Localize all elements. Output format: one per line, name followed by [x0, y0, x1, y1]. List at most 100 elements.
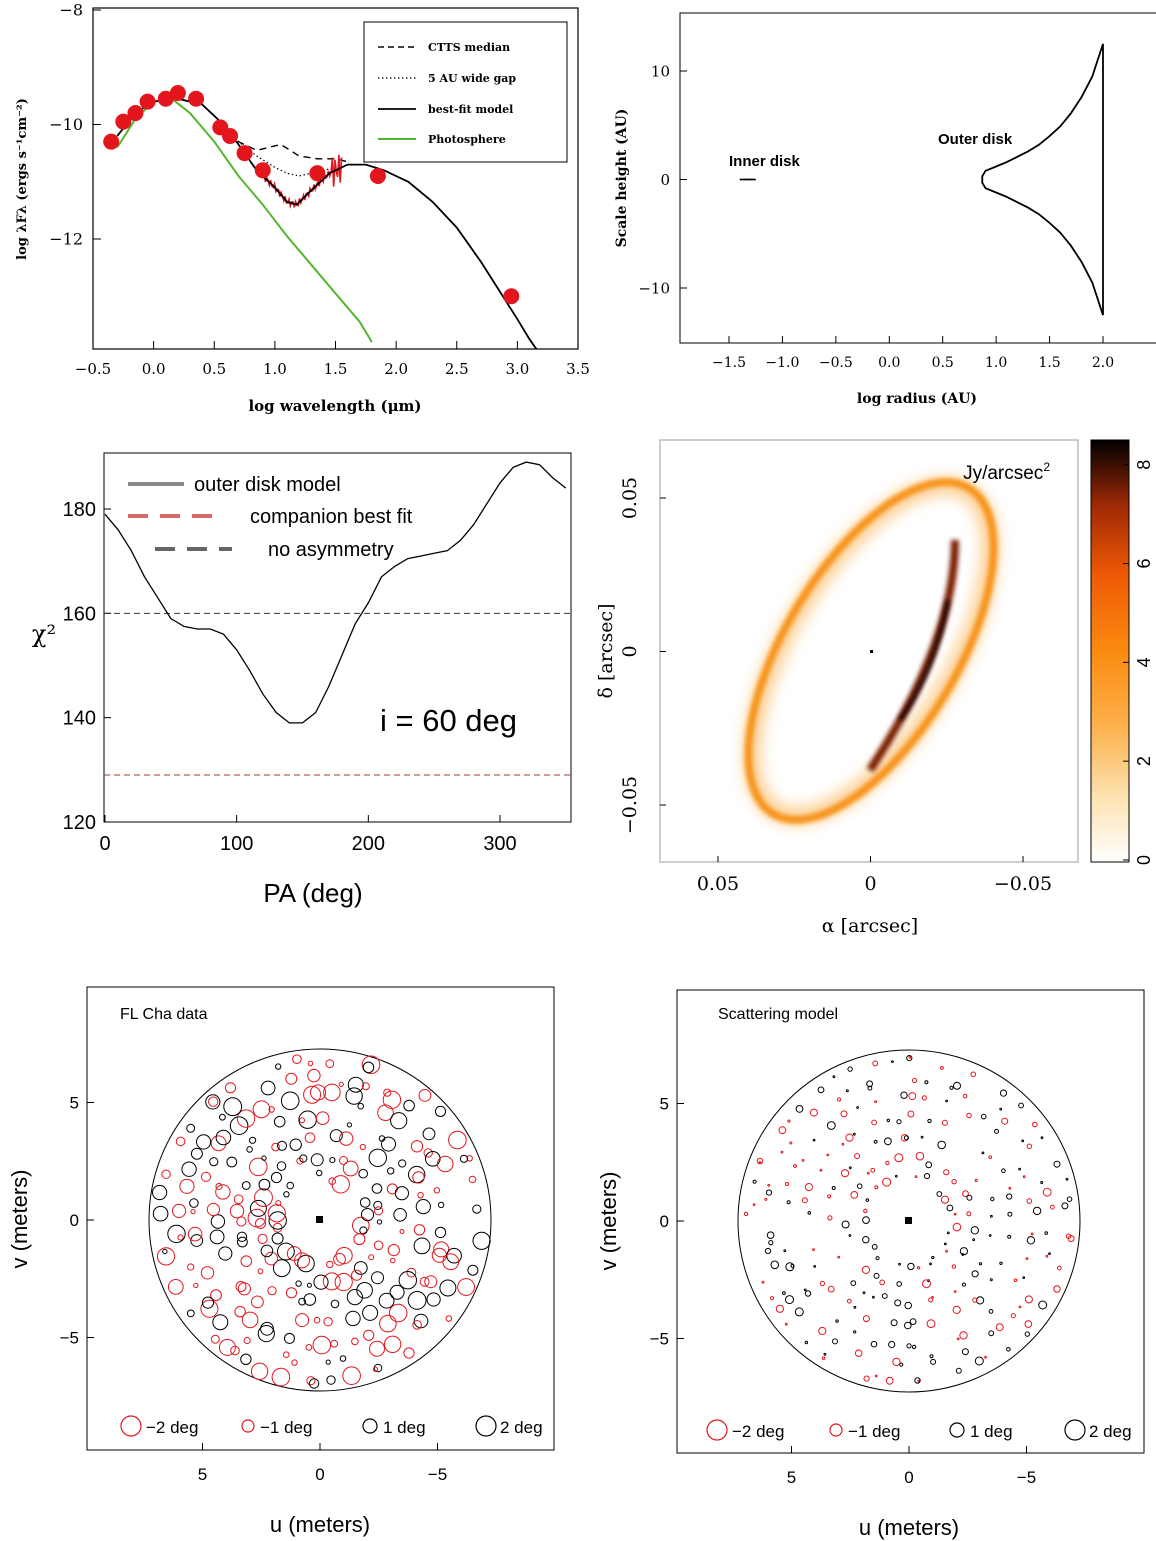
- uv-point: [862, 1216, 870, 1224]
- uv-point: [767, 1183, 771, 1187]
- uv-point: [210, 1214, 226, 1229]
- uv-point: [240, 1255, 253, 1267]
- uv-point: [423, 1148, 433, 1158]
- uv-point: [303, 1293, 317, 1306]
- uv-point: [247, 1208, 267, 1228]
- uv-point: [286, 1246, 302, 1261]
- uv-point: [881, 1293, 888, 1299]
- uv-point: [233, 1194, 244, 1205]
- uv-point: [329, 1157, 336, 1164]
- uv-point: [896, 1281, 903, 1287]
- disk-image-y-label: δ [arcsec]: [595, 604, 617, 699]
- uv-point: [863, 1375, 870, 1382]
- sh-y-tick-label: −10: [638, 279, 670, 297]
- uv-point: [766, 1231, 775, 1239]
- uv-point: [758, 1161, 762, 1164]
- uv-point: [260, 1080, 276, 1096]
- uv-point: [873, 1139, 878, 1144]
- uv-point: [1024, 1320, 1033, 1328]
- uv-point: [446, 1247, 462, 1264]
- chi2-y-label: χ²: [32, 620, 56, 648]
- uv-point: [785, 1182, 789, 1186]
- chi-y-tick-label: 160: [63, 603, 96, 625]
- uv-point: [307, 1068, 321, 1083]
- uv-point: [966, 1112, 972, 1119]
- uv-point: [381, 1136, 396, 1152]
- uv-point: [346, 1122, 352, 1128]
- uv-point: [873, 1272, 880, 1279]
- uv-point: [152, 1205, 169, 1222]
- uv-point: [226, 1156, 238, 1168]
- uv-point: [818, 1326, 827, 1336]
- uv-point: [323, 1083, 341, 1102]
- uv-point: [208, 1096, 219, 1107]
- uv-point: [448, 1130, 467, 1150]
- uv-point: [819, 1168, 823, 1172]
- uv-x-tick-label: −5: [428, 1465, 447, 1484]
- uv-point: [827, 1285, 835, 1293]
- uv-point: [1056, 1265, 1062, 1271]
- sed-photometry-point: [115, 113, 132, 130]
- uv-point: [862, 1291, 866, 1295]
- uv-point: [254, 1188, 273, 1207]
- uv-point: [832, 1338, 838, 1345]
- uv-point: [339, 1156, 348, 1165]
- sed-legend-gap: 5 AU wide gap: [428, 72, 516, 85]
- uv-point: [907, 1110, 915, 1118]
- uv-point: [292, 1054, 302, 1064]
- uv-point: [347, 1076, 364, 1093]
- uv-point: [298, 1297, 307, 1306]
- uv-point: [240, 1353, 252, 1366]
- uv-point: [888, 1340, 896, 1349]
- uv-point: [861, 1265, 871, 1275]
- uv-point: [827, 1215, 833, 1221]
- uv-point: [434, 1105, 447, 1118]
- uv-point: [1067, 1235, 1075, 1243]
- disk-image-panel: 0.05 0 −0.05 0.05 0 −0.05 Jy/arcsec2 α [arcs…: [595, 439, 1154, 937]
- uv-point: [389, 1257, 396, 1264]
- uv-model-panel: 5 0 −5 5 0 −5 Scattering model −2 deg −1 deg…: [596, 989, 1145, 1540]
- uv-point: [862, 1236, 870, 1244]
- uv-point: [961, 1348, 969, 1356]
- chi2-legend-companion: companion best fit: [250, 506, 413, 528]
- uv-point: [784, 1322, 788, 1326]
- uv-point: [342, 1366, 361, 1385]
- chi2-legend-no-asymmetry: no asymmetry: [268, 539, 394, 561]
- uv-point: [283, 1351, 290, 1358]
- sed-x-label: log wavelength (μm): [248, 397, 421, 415]
- uv-point: [785, 1295, 794, 1305]
- uv-point: [291, 1359, 298, 1366]
- uv-point: [845, 1133, 854, 1142]
- uv-point: [383, 1335, 402, 1354]
- outer-disk-outline: [981, 43, 1104, 316]
- uv-point: [906, 1343, 912, 1349]
- uv-point: [200, 1266, 215, 1280]
- uv-point: [271, 1367, 291, 1387]
- uv-point: [299, 1117, 305, 1124]
- uv-point: [346, 1289, 363, 1306]
- img-x-tick-label: −0.05: [994, 873, 1052, 895]
- uv-point: [412, 1171, 425, 1184]
- uv-point: [783, 1249, 787, 1253]
- uv-point: [252, 1100, 271, 1119]
- sed-photometry-point: [157, 90, 174, 107]
- uv-x-tick-label: 0: [904, 1468, 913, 1487]
- uv-point: [894, 1299, 902, 1307]
- uv-model-center: [905, 1217, 912, 1224]
- uv-point: [835, 1319, 839, 1323]
- uv-data-panel: 5 0 −5 5 0 −5 FL Cha data −2 deg −1 deg 1 de…: [7, 986, 555, 1537]
- uv-point: [433, 1187, 441, 1194]
- uv-point: [399, 1229, 405, 1234]
- uv-point: [273, 1115, 286, 1128]
- uv-point: [994, 1128, 999, 1134]
- uv-point: [196, 1134, 212, 1150]
- uv-point: [752, 1179, 757, 1184]
- img-y-tick-label: 0.05: [619, 477, 641, 519]
- uv-point: [953, 1212, 957, 1216]
- chi-y-tick-label: 180: [63, 499, 96, 521]
- uv-y-tick-label: −5: [650, 1329, 669, 1348]
- uv-point: [976, 1296, 985, 1305]
- disk-bright-core: [898, 599, 950, 722]
- uv-point: [1032, 1121, 1038, 1128]
- uv-point: [457, 1278, 476, 1296]
